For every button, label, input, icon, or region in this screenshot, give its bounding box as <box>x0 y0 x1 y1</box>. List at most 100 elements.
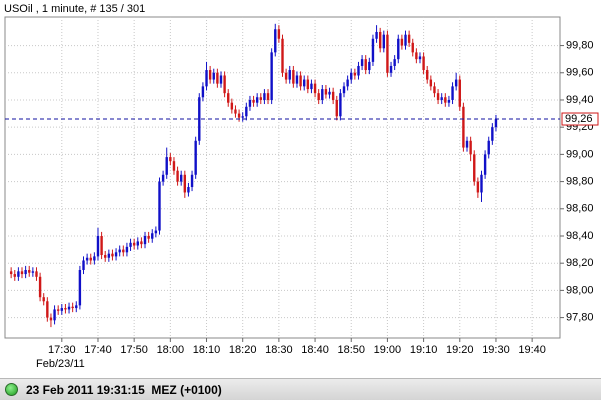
candle-body <box>9 271 13 275</box>
x-tick-label: 18:40 <box>301 344 329 356</box>
candle-body <box>17 271 20 277</box>
y-tick-label: 98,80 <box>566 175 594 187</box>
candle-body <box>310 83 313 90</box>
candle-body <box>454 79 458 87</box>
x-tick-label: 19:00 <box>374 344 402 356</box>
candle-body <box>147 235 150 239</box>
candle-body <box>237 113 241 118</box>
candle-body <box>418 56 422 60</box>
x-tick-label: 19:20 <box>446 344 474 356</box>
candle-body <box>223 75 226 94</box>
y-tick-label: 98,20 <box>566 257 594 269</box>
candle-body <box>483 154 487 175</box>
candle-body <box>165 157 168 175</box>
candle-body <box>93 256 96 261</box>
candle-body <box>179 174 183 182</box>
candle-body <box>400 38 404 46</box>
candle-body <box>357 65 360 76</box>
candle-body <box>89 257 92 261</box>
candle-body <box>176 170 179 182</box>
candle-body <box>462 106 465 148</box>
candle-body <box>111 253 114 257</box>
candle-body <box>31 271 35 273</box>
candle-body <box>56 309 60 311</box>
candle-body <box>364 59 367 71</box>
candle-body <box>172 161 176 171</box>
candle-body <box>328 91 331 95</box>
candle-body <box>339 93 342 117</box>
candle-body <box>136 241 139 246</box>
x-tick-label: 18:10 <box>193 344 221 356</box>
candle-body <box>24 269 27 275</box>
x-tick-label: 18:00 <box>157 344 185 356</box>
candle-body <box>100 235 103 256</box>
candle-body <box>248 99 252 107</box>
candle-body <box>313 83 317 94</box>
candle-body <box>255 97 259 103</box>
candle-body <box>78 269 82 306</box>
status-text: 23 Feb 2011 19:31:15 MEZ (+0100) <box>26 383 222 397</box>
candle-body <box>415 52 418 60</box>
candle-body <box>82 260 85 270</box>
candle-body <box>331 91 335 100</box>
candle-body <box>219 75 223 84</box>
candle-body <box>230 102 234 110</box>
candle-body <box>198 97 201 141</box>
candle-body <box>447 99 451 103</box>
chart-title: USOil , 1 minute, # 135 / 301 <box>4 3 145 15</box>
candle-body <box>270 52 273 100</box>
candle-body <box>266 93 270 100</box>
candle-body <box>407 34 411 43</box>
candle-body <box>259 97 262 100</box>
y-tick-label: 98,60 <box>566 203 594 215</box>
candle-body <box>469 140 472 155</box>
candle-body <box>386 34 389 73</box>
x-tick-label: 19:10 <box>410 344 438 356</box>
candle-body <box>368 61 371 71</box>
candle-body <box>281 38 284 73</box>
candle-body <box>161 174 165 182</box>
candle-body <box>303 79 306 87</box>
candle-body <box>321 89 324 100</box>
x-tick-label: 17:40 <box>84 344 112 356</box>
candle-body <box>132 242 136 246</box>
candle-body <box>169 157 172 162</box>
candle-body <box>42 297 45 302</box>
candle-body <box>154 230 158 234</box>
candle-body <box>187 187 190 193</box>
candle-body <box>125 246 129 253</box>
candle-body <box>28 269 31 273</box>
y-tick-label: 99,40 <box>566 94 594 106</box>
candle-body <box>487 140 490 155</box>
candle-body <box>295 75 299 84</box>
candle-body <box>183 174 187 193</box>
candle-body <box>306 79 310 90</box>
candle-body <box>494 119 498 128</box>
candle-body <box>252 99 255 103</box>
candle-body <box>350 72 353 80</box>
candle-body <box>458 79 461 107</box>
x-tick-label: 19:30 <box>482 344 510 356</box>
candle-body <box>140 241 143 245</box>
candle-body <box>143 235 147 245</box>
candle-body <box>473 154 476 182</box>
candle-body <box>382 34 386 49</box>
candle-body <box>118 249 121 253</box>
candle-body <box>205 70 208 87</box>
candle-body <box>342 86 346 94</box>
candle-body <box>465 140 469 148</box>
candle-body <box>433 86 436 94</box>
candle-body <box>411 42 414 53</box>
x-tick-label: 17:50 <box>120 344 148 356</box>
last-price-label: 99,26 <box>565 113 593 125</box>
candle-body <box>422 56 425 71</box>
candle-body <box>194 140 197 175</box>
candle-body <box>75 305 78 309</box>
candle-body <box>393 59 396 66</box>
candle-body <box>20 271 24 275</box>
candle-body <box>444 97 447 103</box>
candle-body <box>216 72 219 84</box>
y-tick-label: 99,80 <box>566 39 594 51</box>
candle-body <box>64 308 67 310</box>
